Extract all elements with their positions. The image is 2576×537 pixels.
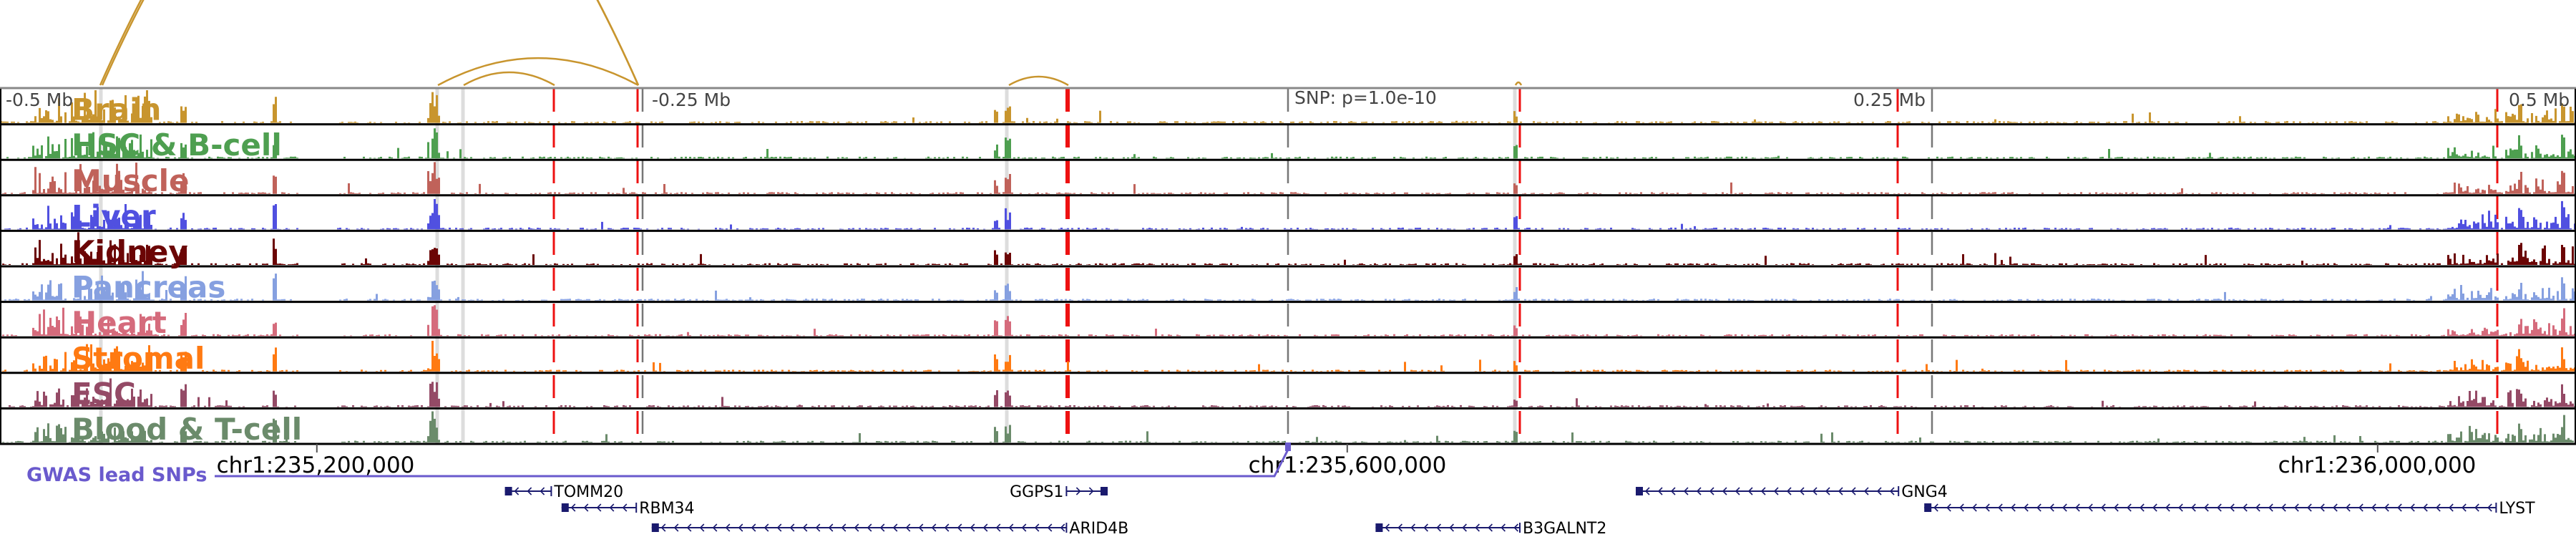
exon	[651, 523, 659, 532]
gene-label: TOMM20	[553, 483, 623, 501]
gwas-connector	[215, 449, 1289, 478]
loop-arc	[99, 0, 640, 86]
track-label: Heart	[72, 305, 167, 340]
gene-gng4: GNG4	[1636, 483, 1948, 501]
coord-tick-label: chr1:235,200,000	[217, 453, 415, 478]
strand-arrows	[660, 523, 1065, 532]
signal-stromal	[2, 341, 2576, 372]
gene-label: RBM34	[639, 500, 694, 518]
gene-lyst: LYST	[1924, 500, 2535, 518]
snp-pvalue-label: SNP: p=1.0e-10	[1294, 87, 1437, 108]
strand-arrows	[570, 503, 628, 512]
gene-label: GNG4	[1901, 483, 1948, 501]
signal-pancreas	[4, 271, 2576, 301]
signal-hsc-b-cell	[6, 128, 2576, 159]
loop-arc	[1008, 75, 1069, 87]
track-label: Stromal	[72, 341, 205, 376]
track-label: Muscle	[72, 163, 189, 198]
signal-liver	[4, 198, 2576, 230]
coordinate-axis: chr1:235,200,000 chr1:235,600,000 chr1:2…	[217, 444, 2477, 478]
gene-b3galnt2: B3GALNT2	[1375, 520, 1606, 537]
loop-arc	[437, 57, 639, 87]
track-label: Blood & T-cell	[72, 412, 302, 447]
gene-annotation-track: TOMM20 RBM34 ARID4B GGPS1 B3GALNT2 GNG4 LYST	[504, 483, 2535, 537]
strand-arrows	[1644, 487, 1895, 495]
gene-label: GGPS1	[1010, 483, 1063, 501]
gene-rbm34: RBM34	[561, 500, 695, 518]
track-label: Kidney	[72, 234, 188, 269]
loop-arc	[1514, 81, 1523, 86]
gene-label: ARID4B	[1069, 520, 1128, 537]
offset-label-0.25mb: 0.25 Mb	[1853, 90, 1926, 110]
gwas-snp-marker	[1285, 442, 1291, 451]
exon	[1924, 503, 1932, 512]
chromatin-loop-arcs	[99, 0, 1523, 87]
gene-label: LYST	[2499, 500, 2535, 518]
track-label: HSC & B-cell	[72, 127, 282, 163]
track-label: ESC	[72, 376, 136, 411]
signal-kidney	[2, 232, 2576, 265]
track-label: Brain	[72, 92, 161, 127]
gene-label: B3GALNT2	[1523, 520, 1606, 537]
strand-arrows	[1933, 503, 2492, 512]
track-label: Liver	[72, 198, 156, 233]
loop-arc	[101, 0, 640, 86]
exon	[1101, 487, 1108, 495]
offset-label-0.5mb: 0.5 Mb	[2509, 90, 2570, 110]
gene-arid4b: ARID4B	[651, 520, 1128, 537]
offset-label-minus-0.5mb: -0.5 Mb	[6, 90, 73, 110]
track-frame	[0, 87, 2576, 445]
strand-arrows	[1385, 523, 1518, 532]
track-label: Pancreas	[72, 270, 225, 305]
gwas-track-label: GWAS lead SNPs	[26, 464, 207, 486]
coord-tick-label: chr1:236,000,000	[2278, 453, 2477, 478]
exon	[1375, 523, 1383, 532]
exon	[1636, 487, 1643, 495]
signal-muscle	[2, 162, 2576, 194]
signal-heart	[2, 305, 2576, 337]
exon	[561, 503, 569, 512]
gwas-snp-track	[215, 442, 1291, 478]
loop-arc	[463, 71, 555, 87]
coord-tick-label: chr1:235,600,000	[1249, 453, 1447, 478]
signal-esc	[9, 378, 2576, 407]
offset-label-minus-0.25mb: -0.25 Mb	[652, 90, 731, 110]
gene-ggps1: GGPS1	[1010, 483, 1108, 501]
exon	[504, 487, 512, 495]
gene-tomm20: TOMM20	[504, 483, 623, 501]
strand-arrows	[514, 487, 545, 495]
